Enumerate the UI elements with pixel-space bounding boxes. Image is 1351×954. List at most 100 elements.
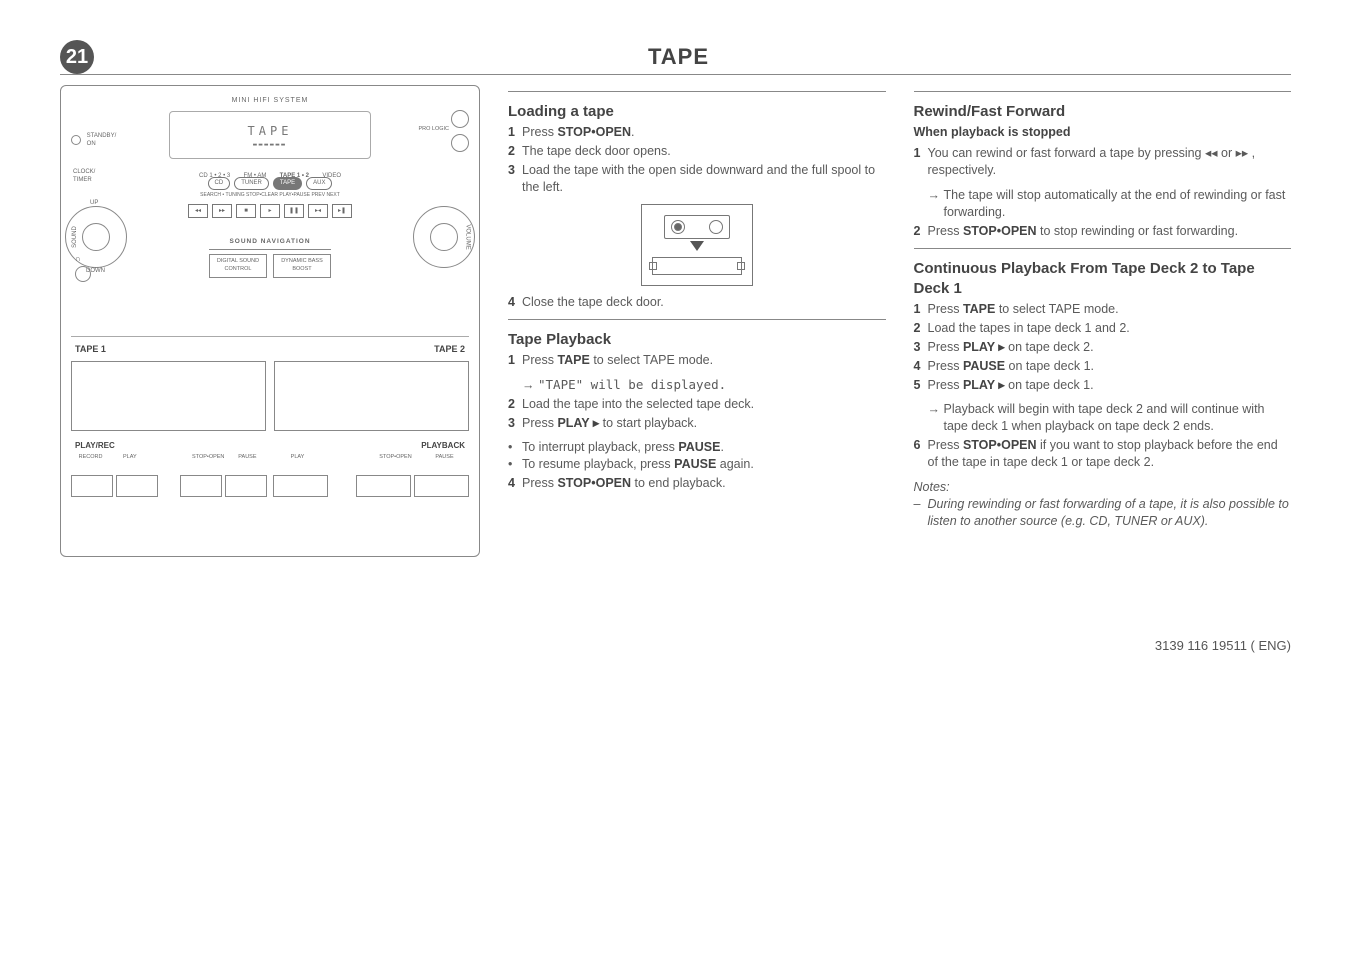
deck1-pause-button[interactable] xyxy=(225,475,267,497)
page-footer: 3139 116 19511 ( ENG) xyxy=(60,637,1291,655)
step-bold: PAUSE xyxy=(963,359,1005,373)
playback-title: Tape Playback xyxy=(508,330,886,350)
step-post: to start playback. xyxy=(599,416,697,430)
headphone-icon: ∩ xyxy=(75,254,81,265)
step-post: on tape deck 2. xyxy=(1005,340,1094,354)
notes-label: Notes: xyxy=(914,479,1292,496)
dsc-button[interactable]: DIGITAL SOUND CONTROL xyxy=(209,254,267,278)
tape1-label: TAPE 1 xyxy=(75,343,106,355)
step-pre: Press xyxy=(928,302,963,316)
step-pre: Press xyxy=(522,125,557,139)
deck1-play-button[interactable] xyxy=(116,475,158,497)
headphone-jack xyxy=(75,266,91,282)
step-post: to select TAPE mode. xyxy=(590,353,713,367)
bullet-icon: • xyxy=(508,439,522,456)
step-num: 1 xyxy=(508,352,522,369)
step-num: 4 xyxy=(508,294,522,311)
step-post: on tape deck 1. xyxy=(1005,378,1094,392)
deck1-stopopen-button[interactable] xyxy=(180,475,222,497)
step-num: 3 xyxy=(508,415,522,432)
standby-led-icon xyxy=(71,135,81,145)
spool-left-icon xyxy=(671,220,685,234)
deck1-record-button[interactable] xyxy=(71,475,113,497)
step-bold: PLAY ▸ xyxy=(557,416,599,430)
transport-next[interactable]: ▸❚ xyxy=(332,204,352,218)
page-title: TAPE xyxy=(86,42,1271,72)
transport-ff[interactable]: ▸▸ xyxy=(212,204,232,218)
prologic-label: PRO LOGIC xyxy=(418,126,449,133)
deck2-play-button[interactable] xyxy=(273,475,328,497)
bullet-pre: To interrupt playback, press xyxy=(522,440,678,454)
step-num: 6 xyxy=(914,437,928,471)
text-column-right: Rewind/Fast Forward When playback is sto… xyxy=(914,85,1292,557)
step-text: Load the tapes in tape deck 1 and 2. xyxy=(928,320,1292,337)
playback-note-1: → "TAPE" will be displayed. xyxy=(508,377,886,394)
step-bold: PLAY ▸ xyxy=(963,340,1005,354)
bullet-pre: To resume playback, press xyxy=(522,457,674,471)
tape-deck-1-door[interactable] xyxy=(71,361,266,431)
step-bold: PLAY ▸ xyxy=(963,378,1005,392)
note-text: The tape will stop automatically at the … xyxy=(944,187,1292,221)
step-num: 5 xyxy=(914,377,928,394)
page-header: 21 TAPE xyxy=(60,40,1291,75)
text-column-left: Loading a tape 1 Press STOP•OPEN. 2 The … xyxy=(508,85,886,557)
transport-stop[interactable]: ■ xyxy=(236,204,256,218)
dbb-button[interactable]: DYNAMIC BASS BOOST xyxy=(273,254,331,278)
transport-rew[interactable]: ◂◂ xyxy=(188,204,208,218)
step-bold: TAPE xyxy=(557,353,589,367)
step-text: The tape deck door opens. xyxy=(522,143,886,160)
step-num: 1 xyxy=(508,124,522,141)
d1-btn-label-play: PLAY xyxy=(110,454,149,461)
deck2-pause-button[interactable] xyxy=(414,475,469,497)
right-round-btn-2[interactable] xyxy=(451,134,469,152)
step-text: You can rewind or fast forward a tape by… xyxy=(928,145,1292,179)
transport-play[interactable]: ▸ xyxy=(260,204,280,218)
note-text: Playback will begin with tape deck 2 and… xyxy=(944,401,1292,435)
transport-prev[interactable]: ▸◂ xyxy=(308,204,328,218)
playback-step-4: 4 Press STOP•OPEN to end playback. xyxy=(508,475,886,492)
note-text: "TAPE" will be displayed. xyxy=(538,377,726,394)
loading-step-4: 4 Close the tape deck door. xyxy=(508,294,886,311)
step-bold: STOP•OPEN xyxy=(557,125,631,139)
source-fm-label: FM • AM xyxy=(244,172,267,180)
rewind-subtitle: When playback is stopped xyxy=(914,124,1292,141)
playback-step-1: 1 Press TAPE to select TAPE mode. xyxy=(508,352,886,369)
volume-label: VOLUME xyxy=(463,224,471,249)
notes-block: Notes: – During rewinding or fast forwar… xyxy=(914,479,1292,530)
deck2-stopopen-button[interactable] xyxy=(356,475,411,497)
display-bars: ▂▂▂▂▂▂ xyxy=(253,139,287,147)
step-bold: STOP•OPEN xyxy=(963,438,1037,452)
rewind-step-2: 2 Press STOP•OPEN to stop rewinding or f… xyxy=(914,223,1292,240)
note-1-text: During rewinding or fast forwarding of a… xyxy=(928,496,1292,530)
step-post: . xyxy=(631,125,634,139)
loading-title: Loading a tape xyxy=(508,102,886,122)
tape-deck-2-door[interactable] xyxy=(274,361,469,431)
bullet-post: again. xyxy=(716,457,754,471)
step-num: 2 xyxy=(914,223,928,240)
rewind-note: → The tape will stop automatically at th… xyxy=(914,187,1292,221)
source-tape-label: TAPE 1 • 2 xyxy=(280,172,309,180)
d1-btn-label-blank xyxy=(149,454,188,461)
standby-control[interactable]: STANDBY/ ON xyxy=(71,132,116,148)
arrow-right-icon: → xyxy=(928,187,944,221)
sound-knob-mid: SOUND xyxy=(71,226,79,248)
cont-step-3: 3 Press PLAY ▸ on tape deck 2. xyxy=(914,339,1292,356)
transport-sub-labels: SEARCH • TUNING STOP•CLEAR PLAY•PAUSE PR… xyxy=(79,192,461,199)
transport-pause[interactable]: ❚❚ xyxy=(284,204,304,218)
source-video-label: VIDEO xyxy=(322,172,341,180)
rewind-step-1: 1 You can rewind or fast forward a tape … xyxy=(914,145,1292,179)
arrow-right-icon: → xyxy=(522,377,538,394)
d1-btn-label-stopopen: STOP•OPEN xyxy=(189,454,228,461)
sound-nav-title: SOUND NAVIGATION xyxy=(209,238,331,250)
step-text: Close the tape deck door. xyxy=(522,294,886,311)
cont-step-1: 1 Press TAPE to select TAPE mode. xyxy=(914,301,1292,318)
volume-knob[interactable]: VOLUME xyxy=(413,206,475,268)
sound-knob-up: UP xyxy=(90,199,98,207)
device-display: TAPE ▂▂▂▂▂▂ xyxy=(169,111,371,159)
device-column: MINI HIFI SYSTEM TAPE ▂▂▂▂▂▂ CD 1 • 2 • … xyxy=(60,85,480,557)
step-pre: Press xyxy=(522,476,557,490)
step-post: to select TAPE mode. xyxy=(995,302,1118,316)
step-num: 2 xyxy=(508,396,522,413)
right-round-btn-1[interactable] xyxy=(451,110,469,128)
d2-btn-label-stopopen: STOP•OPEN xyxy=(371,454,420,461)
